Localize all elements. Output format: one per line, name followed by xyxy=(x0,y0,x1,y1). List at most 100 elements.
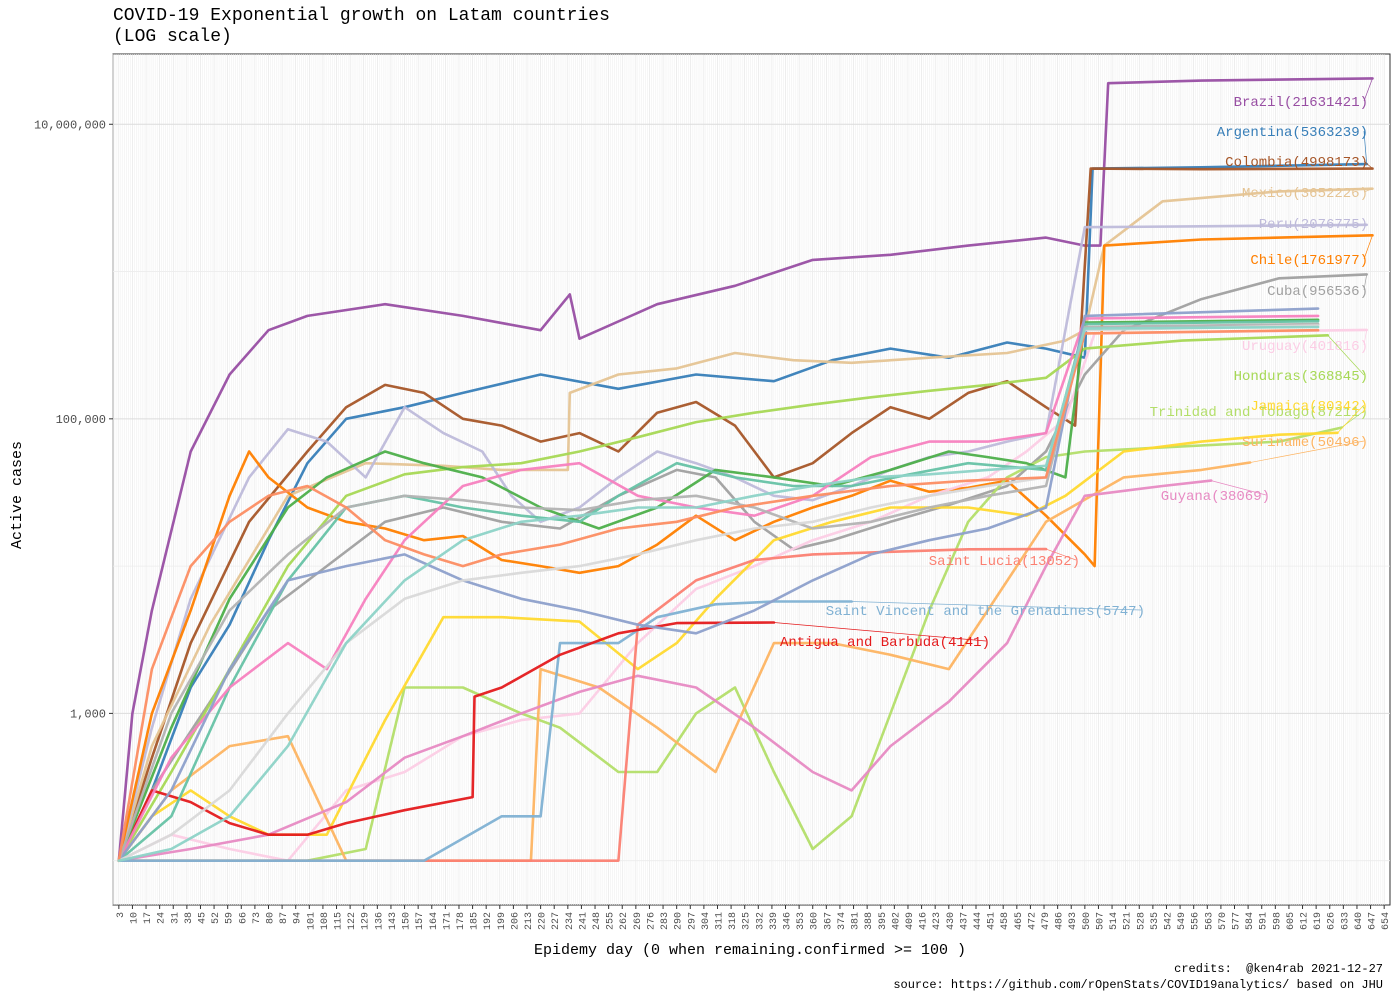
y-tick-label: 100,000 xyxy=(56,413,106,427)
series-line-argentina xyxy=(117,162,1368,862)
series-line-paraguay xyxy=(117,324,1320,862)
x-tick-label: 10 xyxy=(129,912,140,924)
series-end-label: Saint Vincent and the Grenadines(5747) xyxy=(826,604,1145,620)
x-tick-label: 577 xyxy=(1232,912,1243,930)
series-end-label: Cuba(956536) xyxy=(1267,284,1368,300)
series-labels: Brazil(21631421) Argentina(5363239) Colomb… xyxy=(773,78,1373,651)
x-tick-label: 332 xyxy=(755,912,766,930)
series-label-leader xyxy=(1363,235,1373,260)
x-tick-label: 206 xyxy=(510,912,521,930)
x-tick-label: 101 xyxy=(306,912,317,930)
x-tick-label: 290 xyxy=(674,912,685,930)
x-tick-label: 619 xyxy=(1313,912,1324,930)
x-tick-label: 570 xyxy=(1218,912,1229,930)
x-tick-label: 325 xyxy=(742,912,753,930)
x-tick-label: 199 xyxy=(497,912,508,930)
x-tick-label: 129 xyxy=(361,912,372,930)
x-axis-label: Epidemy day (0 when remaining.confirmed … xyxy=(534,942,966,959)
x-tick-label: 346 xyxy=(783,912,794,930)
x-tick-label: 178 xyxy=(456,912,467,930)
series-end-label: Trinidad and Tobago(87211) xyxy=(1150,405,1368,421)
x-tick-label: 171 xyxy=(442,912,453,930)
x-tick-label: 556 xyxy=(1191,912,1202,930)
y-axis-label: Active cases xyxy=(9,441,26,549)
x-tick-label: 388 xyxy=(864,912,875,930)
x-tick-label: 31 xyxy=(170,912,181,924)
chart-title-line2: (LOG scale) xyxy=(113,27,232,47)
series-layer xyxy=(117,77,1374,862)
x-tick-label: 318 xyxy=(728,912,739,930)
x-tick-label: 395 xyxy=(878,912,889,930)
series-label-leader xyxy=(1363,78,1373,102)
series-label-leader xyxy=(1363,274,1368,291)
x-tick-label: 409 xyxy=(905,912,916,930)
x-tick-label: 626 xyxy=(1327,912,1338,930)
x-tick-label: 451 xyxy=(987,912,998,930)
x-tick-label: 269 xyxy=(633,912,644,930)
series-line-ecuador xyxy=(117,328,1320,862)
x-tick-label: 500 xyxy=(1082,912,1093,930)
x-tick-label: 598 xyxy=(1272,912,1283,930)
series-line-chile xyxy=(117,234,1374,862)
series-line-suriname xyxy=(117,461,1252,862)
x-tick-label: 535 xyxy=(1150,912,1161,930)
x-tick-label: 374 xyxy=(837,912,848,930)
series-line-venezuela xyxy=(117,325,1320,862)
series-end-label: Peru(2076775) xyxy=(1259,217,1368,233)
series-end-label: Brazil(21631421) xyxy=(1234,95,1368,111)
x-tick-label: 157 xyxy=(415,912,426,930)
x-tick-label: 430 xyxy=(946,912,957,930)
series-end-label: Colombia(4998173) xyxy=(1225,155,1368,171)
x-tick-label: 297 xyxy=(687,912,698,930)
series-end-label: Uruguay(401816) xyxy=(1242,339,1368,355)
x-tick-label: 416 xyxy=(919,912,930,930)
series-label-leader xyxy=(1363,130,1368,165)
y-tick-label: 1,000 xyxy=(70,707,106,721)
x-tick-label: 52 xyxy=(211,912,222,924)
x-tick-label: 402 xyxy=(891,912,902,930)
x-tick-label: 262 xyxy=(619,912,630,930)
x-tick-label: 66 xyxy=(238,912,249,924)
series-end-label: Argentina(5363239) xyxy=(1217,125,1368,141)
x-tick-label: 514 xyxy=(1109,912,1120,930)
series-line-peru xyxy=(117,223,1368,862)
x-tick-label: 437 xyxy=(959,912,970,930)
x-tick-label: 353 xyxy=(796,912,807,930)
y-tick-label: 10,000,000 xyxy=(34,118,106,132)
series-label-leader xyxy=(1249,440,1365,463)
x-tick-label: 143 xyxy=(388,912,399,930)
x-tick-label: 521 xyxy=(1123,912,1134,930)
x-tick-label: 633 xyxy=(1340,912,1351,930)
series-label-leader xyxy=(1363,160,1373,169)
x-tick-label: 59 xyxy=(225,912,236,924)
x-tick-label: 185 xyxy=(470,912,481,930)
series-label-leader xyxy=(1327,335,1365,376)
x-tick-label: 458 xyxy=(1000,912,1011,930)
series-label-leader xyxy=(851,601,1142,611)
x-tick-label: 640 xyxy=(1354,912,1365,930)
series-line-colombia xyxy=(117,167,1374,862)
x-tick-label: 220 xyxy=(538,912,549,930)
x-tick-label: 108 xyxy=(320,912,331,930)
x-tick-label: 276 xyxy=(646,912,657,930)
x-tick-label: 507 xyxy=(1095,912,1106,930)
series-line-bolivia xyxy=(117,307,1320,862)
y-axis-ticks: 1,000 100,000 10,000,000 xyxy=(34,118,113,721)
x-tick-label: 549 xyxy=(1177,912,1188,930)
series-line-dominican-republic xyxy=(117,322,1320,862)
series-label-leader xyxy=(1363,188,1373,193)
x-tick-label: 563 xyxy=(1204,912,1215,930)
series-end-label: Saint Lucia(13052) xyxy=(929,554,1080,570)
x-tick-label: 304 xyxy=(701,912,712,930)
x-tick-label: 591 xyxy=(1259,912,1270,930)
series-end-label: Guyana(38069) xyxy=(1161,489,1270,505)
series-end-label: Chile(1761977) xyxy=(1250,253,1368,269)
credits-text: credits: @ken4rab 2021-12-27 xyxy=(1174,962,1383,976)
x-tick-label: 234 xyxy=(565,912,576,930)
series-label-leader xyxy=(1363,329,1368,346)
x-tick-label: 542 xyxy=(1163,912,1174,930)
x-tick-label: 136 xyxy=(374,912,385,930)
x-tick-label: 647 xyxy=(1368,912,1379,930)
chart-title: COVID-19 Exponential growth on Latam cou… xyxy=(113,6,610,48)
